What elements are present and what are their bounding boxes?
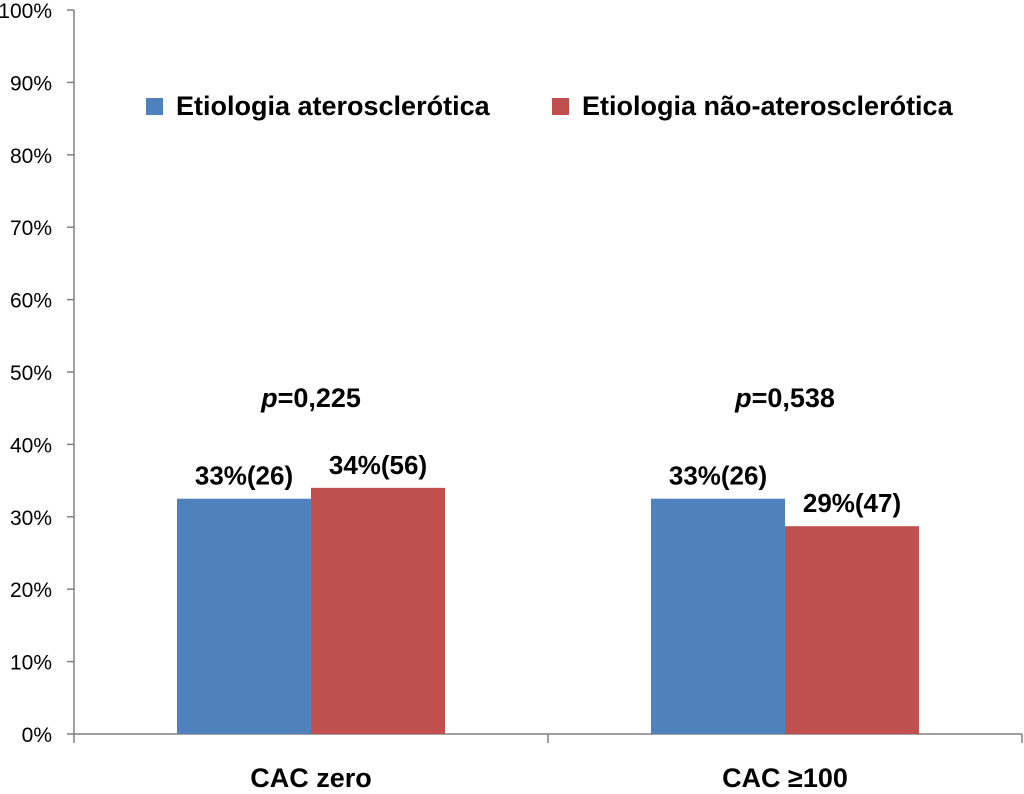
y-tick-label: 100% (0, 0, 52, 23)
bar-value-label: 34%(56) (329, 450, 427, 480)
bar (311, 487, 445, 734)
y-tick-label: 10% (10, 652, 52, 675)
bar-value-label: 29%(47) (803, 488, 901, 518)
bars (177, 487, 919, 734)
bar (785, 526, 919, 734)
y-axis: 0% 10% 20% 30% 40% 50% 60% 70% 80% 90% 100% (0, 0, 75, 747)
y-tick-label: 80% (10, 145, 52, 168)
y-tick-label: 0% (22, 724, 52, 747)
y-tick-label: 50% (10, 362, 52, 385)
y-tick-label: 40% (10, 434, 52, 457)
p-value-annotations: p=0,225 p=0,538 (260, 383, 835, 413)
x-category-label: CAC zero (250, 763, 372, 789)
data-labels: 33%(26) 34%(56) 33%(26) 29%(47) (195, 450, 901, 518)
legend-swatch (146, 98, 163, 115)
y-tick-label: 30% (10, 507, 52, 530)
y-tick-label: 90% (10, 72, 52, 95)
bar-value-label: 33%(26) (195, 461, 293, 491)
p-value-annotation: p=0,538 (734, 383, 835, 413)
legend-label: Etiologia não-aterosclerótica (582, 91, 954, 121)
legend-label: Etiologia aterosclerótica (176, 91, 491, 121)
legend: Etiologia aterosclerótica Etiologia não-a… (146, 91, 954, 121)
bar (651, 498, 785, 734)
bar (177, 498, 311, 734)
x-axis: CAC zero CAC ≥100 (73, 733, 1023, 793)
p-value-annotation: p=0,225 (260, 383, 361, 413)
x-category-label: CAC ≥100 (722, 763, 848, 789)
legend-swatch (552, 98, 569, 115)
y-tick-label: 60% (10, 290, 52, 313)
bar-value-label: 33%(26) (669, 461, 767, 491)
y-tick-label: 20% (10, 579, 52, 602)
y-tick-label: 70% (10, 217, 52, 240)
